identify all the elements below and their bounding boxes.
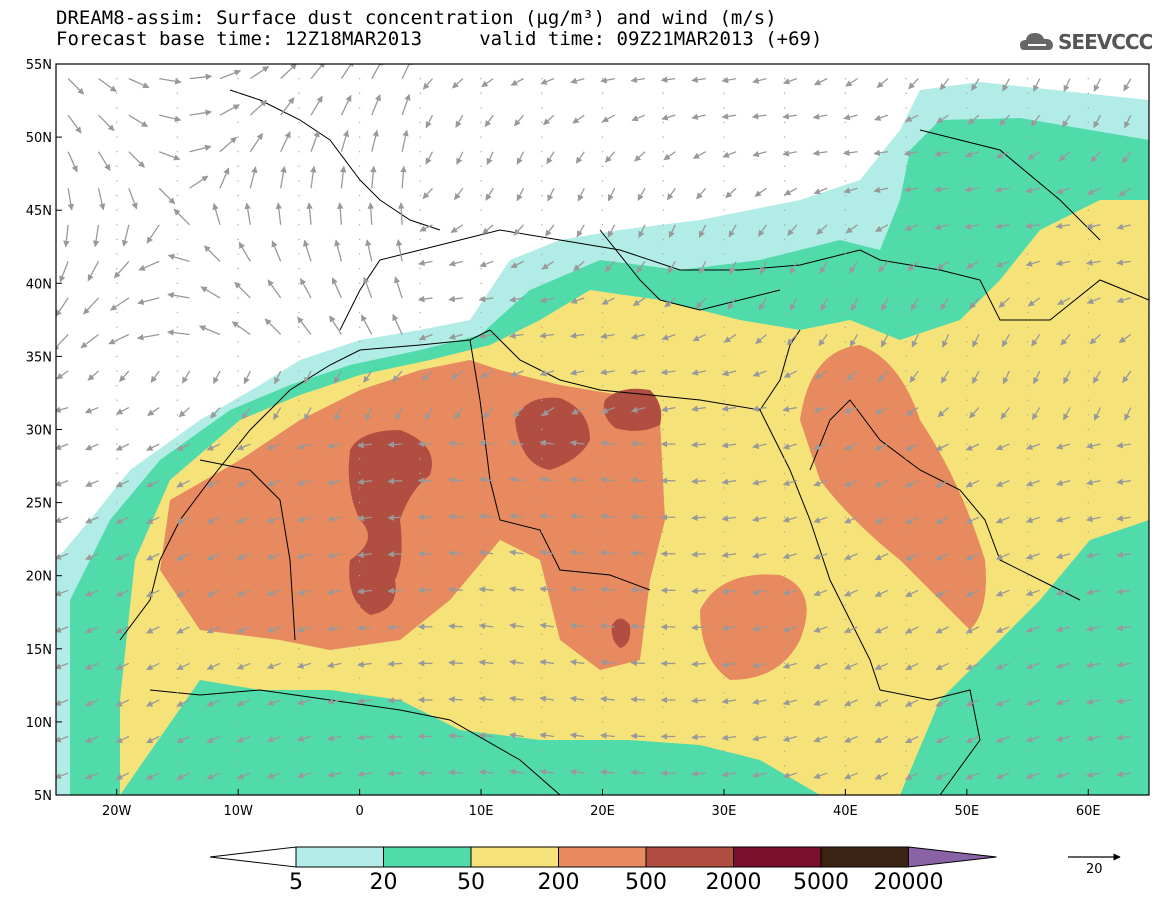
colorbar-label: 50 (457, 870, 485, 895)
colorbar-under-arrow (209, 846, 297, 868)
colorbar-label: 2000 (705, 870, 762, 895)
lon-tick-label: 20E (590, 804, 615, 819)
colorbar-label: 20 (369, 870, 398, 895)
lon-tick-label: 10W (223, 804, 253, 819)
lat-tick-label: 15N (26, 643, 52, 658)
colorbar-label: 20000 (873, 870, 944, 895)
lat-tick-label: 50N (26, 131, 52, 146)
cloud-logo-icon (1020, 33, 1053, 50)
forecast-time-subtitle: Forecast base time: 12Z18MAR2013 valid t… (56, 28, 823, 50)
colorbar-cell (383, 846, 472, 868)
lat-tick-label: 20N (26, 570, 52, 585)
logo-text: SEEVCCC (1058, 30, 1153, 54)
wind-vectors (56, 64, 1132, 780)
lat-tick-label: 30N (26, 424, 52, 439)
coastlines (119, 89, 1149, 795)
colorbar-cell (820, 846, 909, 868)
wind-reference-label: 20 (1086, 862, 1103, 877)
colorbar-label: 500 (625, 870, 667, 895)
colorbar-label: 5 (289, 870, 303, 895)
lat-tick-label: 40N (26, 277, 52, 292)
lat-tick-label: 45N (26, 204, 52, 219)
map-title: DREAM8-assim: Surface dust concentration… (56, 7, 777, 29)
colorbar-cell (295, 846, 384, 868)
lon-tick-label: 50E (954, 804, 979, 819)
lon-tick-label: 10E (469, 804, 494, 819)
longitude-axis: 20W 10W 0 10E 20E 30E 40E 50E 60E (102, 789, 1101, 819)
lat-tick-label: 55N (26, 58, 52, 73)
colorbar-cell (470, 846, 559, 868)
latitude-axis: 55N 50N 45N 40N 35N 30N 25N 20N 15N 10N 5N (26, 58, 62, 804)
lat-tick-label: 10N (26, 716, 52, 731)
lon-tick-label: 60E (1076, 804, 1101, 819)
colorbar-cell (733, 846, 822, 868)
lon-tick-label: 40E (833, 804, 858, 819)
colorbar-cell (645, 846, 734, 868)
lon-tick-label: 0 (355, 804, 363, 819)
lat-tick-label: 5N (34, 789, 52, 804)
colorbar-cell (558, 846, 647, 868)
lon-tick-label: 30E (712, 804, 737, 819)
lon-tick-label: 20W (102, 804, 132, 819)
lat-tick-label: 35N (26, 350, 52, 365)
colorbar-label: 200 (537, 870, 580, 895)
dust-field-500 (348, 388, 662, 648)
colorbar-over-arrow (908, 846, 997, 868)
colorbar-label: 5000 (793, 870, 849, 895)
lat-tick-label: 25N (26, 497, 52, 512)
